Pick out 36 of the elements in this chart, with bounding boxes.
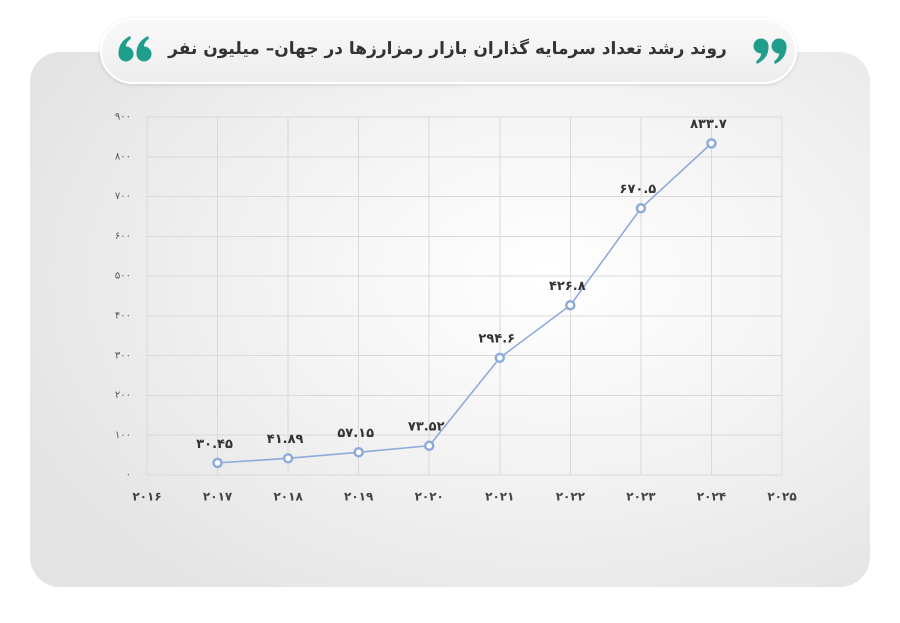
y-tick-label: ۹۰۰ <box>114 112 131 123</box>
y-tick-label: ۳۰۰ <box>114 350 131 362</box>
point <box>353 447 364 458</box>
y-tick-label: ۴۰۰ <box>114 310 131 322</box>
x-tick-label: ۲۰۲۰ <box>414 489 444 504</box>
point <box>494 352 506 364</box>
point <box>424 440 434 452</box>
point <box>636 203 646 214</box>
point <box>706 138 717 149</box>
x-tick-label: ۲۰۱۹ <box>344 489 374 504</box>
x-tick-label: ۲۰۲۲ <box>556 489 586 504</box>
x-tick-label: ۲۰۲۱ <box>485 489 514 504</box>
point <box>565 300 576 310</box>
point <box>212 458 223 468</box>
y-tick-label: ۱۰۰ <box>114 430 131 441</box>
data-label: ۵۷.۱۵ <box>337 426 374 442</box>
data-label: ۲۹۴.۶ <box>478 332 516 347</box>
y-tick-label: ۰ <box>126 470 131 481</box>
data-label: ۶۷۰.۵ <box>620 182 656 198</box>
x-tick-label: ۲۰۱۸ <box>273 489 304 504</box>
x-tick-label: ۲۰۱۶ <box>132 489 162 504</box>
data-label: ۷۳.۵۲ <box>408 420 445 435</box>
data-label: ۸۳۳.۷ <box>690 117 727 132</box>
data-label: ۴۱.۸۹ <box>266 432 304 448</box>
y-tick-label: ۲۰۰ <box>114 390 131 402</box>
x-tick-label: ۲۰۲۴ <box>696 489 726 504</box>
x-tick-label: ۲۰۲۵ <box>767 489 797 504</box>
y-tick-label: ۷۰۰ <box>114 191 131 202</box>
data-label: ۳۰.۴۵ <box>196 436 233 452</box>
y-tick-label: ۸۰۰ <box>114 151 131 162</box>
y-tick-label: ۶۰۰ <box>114 230 131 242</box>
y-tick-label: ۵۰۰ <box>114 270 131 282</box>
x-tick-label: ۲۰۱۷ <box>202 489 233 504</box>
point <box>282 453 294 464</box>
x-tick-label: ۲۰۲۳ <box>626 489 656 504</box>
chart-title: روند رشد تعداد سرمایه گذاران بازار رمزارزها در جهان– میلیون نفر <box>166 38 728 61</box>
